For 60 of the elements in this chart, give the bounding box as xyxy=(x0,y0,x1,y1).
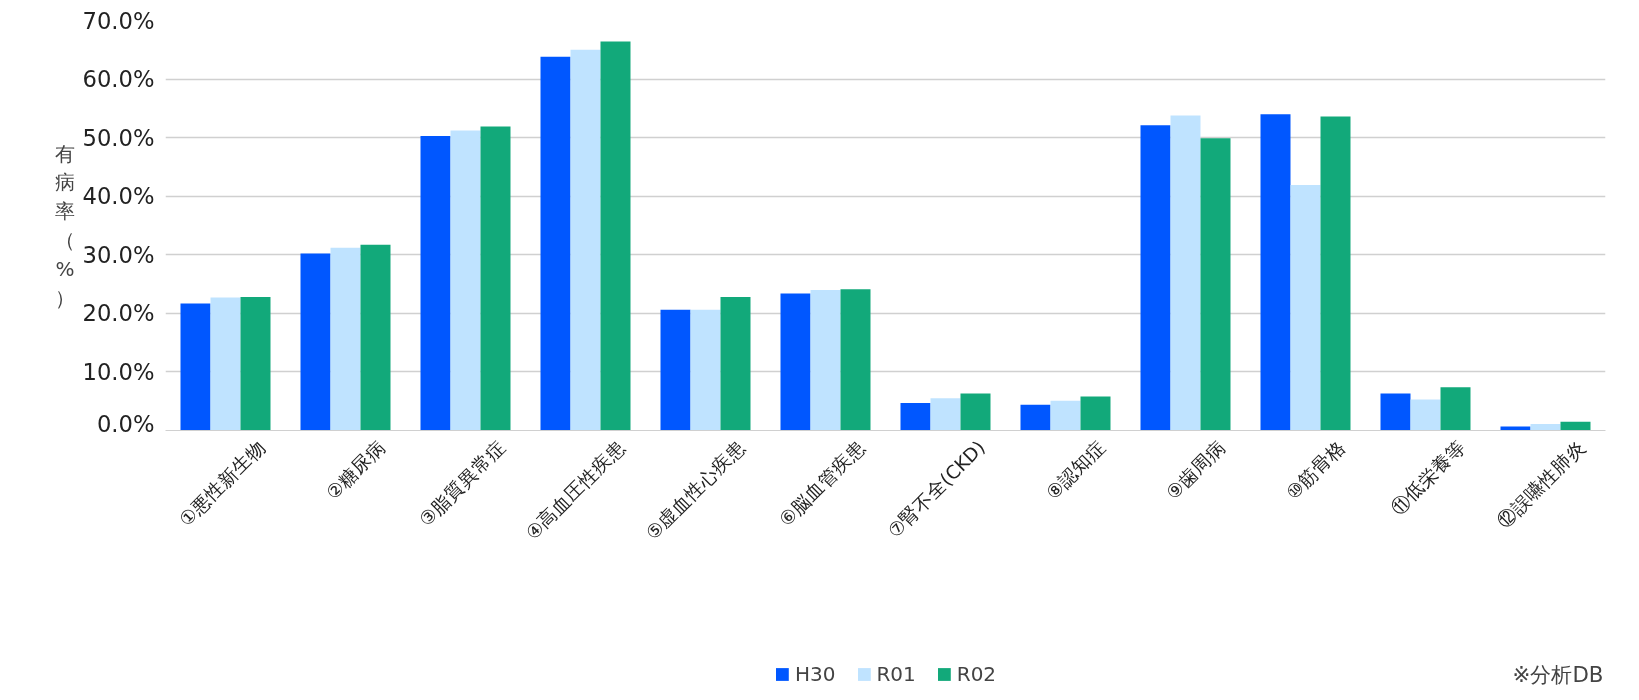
x-tick-label: ④高血圧性疾患 xyxy=(521,436,629,544)
bar xyxy=(1050,400,1081,431)
y-tick-label: 0.0% xyxy=(96,410,155,437)
bar xyxy=(300,253,331,431)
bar xyxy=(480,126,511,431)
bar xyxy=(1290,185,1321,431)
x-tick-label: ⑧認知症 xyxy=(1041,436,1109,504)
bar xyxy=(420,135,451,431)
x-tick-label: ⑫誤嚥性肺炎 xyxy=(1493,436,1589,533)
y-tick-label: 10.0% xyxy=(82,358,155,385)
bar xyxy=(1320,116,1351,431)
bar xyxy=(1560,421,1591,431)
bar xyxy=(930,398,961,431)
bar xyxy=(1020,404,1051,431)
bar xyxy=(720,296,751,431)
bar xyxy=(1200,138,1231,431)
y-tick-label: 20.0% xyxy=(82,300,155,327)
x-tick-label: ⑩筋骨格 xyxy=(1281,436,1349,504)
bar xyxy=(1080,396,1111,431)
x-tick-label: ⑨歯周病 xyxy=(1161,436,1229,504)
x-tick-label: ②糖尿病 xyxy=(321,436,389,504)
y-axis-title: 有病率（%） xyxy=(54,141,75,310)
legend-label: R02 xyxy=(956,662,997,686)
bar xyxy=(780,293,811,431)
bar xyxy=(900,402,931,431)
text: ※分析DB xyxy=(1512,661,1604,687)
bar xyxy=(1530,424,1561,431)
legend-label: R01 xyxy=(876,662,916,686)
x-tick-label: ⑥脳血管疾患 xyxy=(775,436,869,531)
bar xyxy=(330,247,361,431)
bar xyxy=(570,49,601,431)
bar xyxy=(840,289,871,431)
bar xyxy=(210,297,241,431)
bar xyxy=(240,296,271,431)
x-tick-label: ⑤虚血性心疾患 xyxy=(641,436,749,544)
bar xyxy=(960,393,991,431)
bar xyxy=(660,309,691,431)
bar xyxy=(540,56,571,431)
bar xyxy=(1170,115,1201,431)
bar xyxy=(810,289,841,431)
x-tick-label: ①悪性新生物 xyxy=(175,436,269,531)
legend-label: H30 xyxy=(794,662,836,686)
bar xyxy=(690,309,721,431)
bar xyxy=(360,244,391,431)
x-tick-label: ③脂質異常症 xyxy=(415,436,509,531)
bar xyxy=(450,130,481,431)
bar xyxy=(1380,393,1411,431)
bar xyxy=(1440,387,1471,431)
bar xyxy=(600,41,631,431)
y-tick-label: 60.0% xyxy=(82,66,155,93)
bar xyxy=(1260,114,1291,431)
bar xyxy=(180,303,211,431)
y-tick-label: 30.0% xyxy=(82,241,155,268)
x-tick-label: ⑪低栄養等 xyxy=(1386,436,1469,519)
bar xyxy=(1500,426,1531,431)
y-tick-label: 70.0% xyxy=(82,7,155,34)
bar xyxy=(1410,399,1441,431)
y-tick-label: 40.0% xyxy=(82,183,155,210)
bar xyxy=(1140,125,1171,431)
y-tick-label: 50.0% xyxy=(82,124,155,151)
